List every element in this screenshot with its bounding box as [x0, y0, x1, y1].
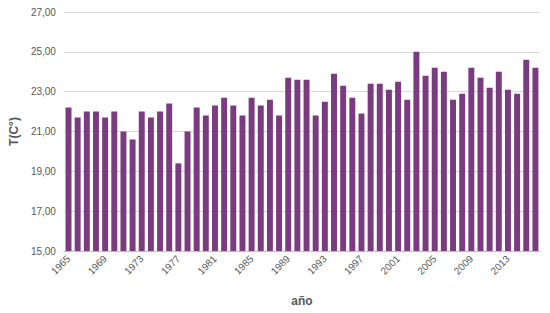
- svg-text:1993: 1993: [305, 253, 329, 277]
- svg-text:1981: 1981: [195, 253, 219, 277]
- svg-text:15,00: 15,00: [31, 246, 56, 257]
- svg-text:21,00: 21,00: [31, 126, 56, 137]
- svg-text:1985: 1985: [232, 253, 256, 277]
- svg-text:1969: 1969: [86, 253, 110, 277]
- svg-text:2005: 2005: [415, 253, 439, 277]
- svg-text:2001: 2001: [378, 253, 402, 277]
- svg-text:2009: 2009: [452, 253, 476, 277]
- svg-text:año: año: [291, 294, 312, 308]
- svg-text:1977: 1977: [159, 253, 183, 277]
- svg-text:23,00: 23,00: [31, 86, 56, 97]
- svg-text:27,00: 27,00: [31, 7, 56, 18]
- svg-text:1997: 1997: [342, 253, 366, 277]
- svg-text:25,00: 25,00: [31, 46, 56, 57]
- svg-text:1965: 1965: [49, 253, 73, 277]
- svg-text:1973: 1973: [122, 253, 146, 277]
- svg-text:2013: 2013: [488, 253, 512, 277]
- svg-text:17,00: 17,00: [31, 206, 56, 217]
- svg-text:19,00: 19,00: [31, 166, 56, 177]
- svg-text:1989: 1989: [269, 253, 293, 277]
- svg-text:T(C°): T(C°): [7, 117, 21, 146]
